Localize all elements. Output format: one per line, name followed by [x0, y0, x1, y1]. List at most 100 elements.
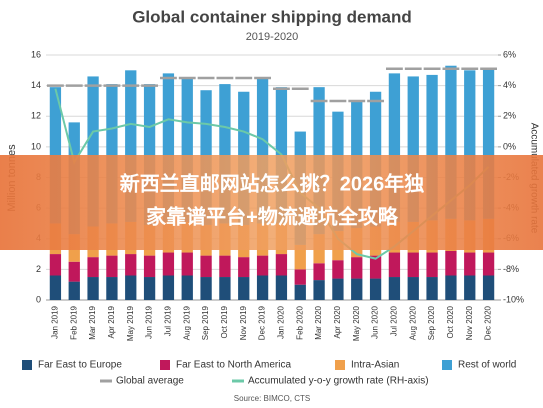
y-tick-label: 12 — [31, 111, 41, 121]
bar-segment — [181, 252, 193, 276]
legend-label: Intra-Asian — [351, 360, 399, 371]
banner-text: 新西兰直邮网站怎么挑？2026年独 — [120, 171, 425, 195]
x-tick-label: Feb 2020 — [295, 305, 304, 339]
bar-segment — [256, 255, 269, 276]
bar-segment — [426, 252, 438, 278]
bar-segment — [162, 73, 175, 222]
bar-segment — [369, 255, 382, 279]
x-tick-label: Jun 2019 — [145, 305, 154, 338]
legend-swatch — [160, 360, 170, 370]
legend-swatch — [442, 360, 452, 370]
bar-segment — [106, 277, 118, 300]
y2-tick-label: 6% — [503, 49, 516, 59]
y2-tick-label: -10% — [503, 294, 524, 304]
bar-segment — [87, 76, 99, 227]
bar-segment — [125, 254, 137, 276]
bar-segment — [238, 257, 250, 278]
chart-title: Global container shipping demand — [132, 7, 412, 26]
bar-segment — [464, 275, 476, 300]
x-tick-label: May 2019 — [126, 305, 135, 341]
bar-segment — [219, 277, 231, 300]
x-tick-label: Dec 2019 — [258, 305, 267, 340]
x-tick-label: Jun 2020 — [371, 305, 380, 338]
bar-segment — [407, 277, 419, 300]
bar-segment — [219, 255, 231, 278]
bar-segment — [143, 277, 156, 300]
y-tick-label: 14 — [31, 80, 41, 90]
legend-label: Far East to North America — [176, 360, 291, 371]
bar-segment — [426, 277, 438, 300]
bar-segment — [143, 84, 156, 225]
legend-swatch — [22, 360, 32, 370]
bar-segment — [87, 277, 99, 300]
y2-tick-label: 2% — [503, 111, 516, 121]
bar-segment — [464, 70, 476, 221]
bar-segment — [294, 269, 306, 285]
bar-segment — [219, 84, 231, 224]
x-tick-label: Dec 2020 — [484, 305, 493, 340]
bar-segment — [332, 278, 344, 300]
x-tick-label: Mar 2019 — [88, 305, 97, 339]
y2-tick-label: 0% — [503, 141, 516, 151]
legend-label: Accumulated y-o-y growth rate (RH-axis) — [248, 376, 429, 387]
bar-segment — [388, 73, 401, 222]
bar-segment — [332, 260, 344, 279]
bar-segment — [388, 252, 401, 278]
y2-tick-label: 4% — [503, 80, 516, 90]
bar-segment — [294, 284, 306, 300]
legend-label: Global average — [116, 376, 184, 387]
x-tick-label: Oct 2020 — [446, 305, 455, 338]
y2-tick-label: -8% — [503, 264, 519, 274]
bar-segment — [200, 255, 212, 278]
x-tick-label: Sep 2019 — [201, 305, 210, 340]
bar-segment — [162, 275, 175, 300]
legend-swatch — [335, 360, 345, 370]
bar-segment — [351, 257, 363, 279]
bar-segment — [445, 275, 457, 300]
chart-subtitle: 2019-2020 — [246, 31, 299, 43]
x-tick-label: Feb 2019 — [69, 305, 78, 339]
bar-segment — [351, 278, 363, 300]
bar-segment — [125, 70, 137, 222]
bar-segment — [275, 254, 288, 276]
bar-segment — [445, 251, 457, 276]
bar-segment — [407, 76, 419, 222]
y-tick-label: 2 — [36, 264, 41, 274]
x-tick-label: Jul 2019 — [164, 305, 173, 336]
x-tick-label: Jul 2020 — [390, 305, 399, 336]
bar-segment — [181, 77, 193, 222]
bar-segment — [125, 275, 137, 300]
bar-segment — [482, 68, 495, 219]
y-tick-label: 10 — [31, 141, 41, 151]
bar-segment — [162, 252, 175, 276]
bar-segment — [49, 275, 62, 300]
bar-segment — [313, 280, 325, 300]
x-tick-label: Aug 2019 — [182, 305, 191, 340]
x-tick-label: Oct 2019 — [220, 305, 229, 338]
bar-segment — [256, 77, 269, 224]
bar-segment — [106, 255, 118, 278]
legend-label: Rest of world — [458, 360, 516, 371]
legend-label: Far East to Europe — [38, 360, 122, 371]
source: Source: BIMCO, CTS — [234, 394, 310, 403]
bar-segment — [238, 277, 250, 300]
bar-segment — [294, 244, 306, 270]
bar-segment — [68, 281, 80, 300]
bar-segment — [200, 277, 212, 300]
bar-segment — [445, 65, 457, 219]
banner-text: 家靠谱平台+物流避坑全攻略 — [146, 204, 399, 228]
x-tick-label: Sep 2020 — [427, 305, 436, 340]
bar-segment — [369, 278, 382, 300]
banner-background — [0, 155, 543, 250]
bar-segment — [275, 275, 288, 300]
bar-segment — [181, 275, 193, 300]
x-tick-label: Mar 2020 — [314, 305, 323, 339]
bar-segment — [143, 255, 156, 278]
x-tick-label: Jan 2019 — [51, 305, 60, 338]
x-tick-label: May 2020 — [352, 305, 361, 341]
bar-segment — [426, 74, 438, 221]
bar-segment — [106, 84, 118, 224]
bar-segment — [464, 252, 476, 276]
bar-segment — [49, 254, 62, 276]
